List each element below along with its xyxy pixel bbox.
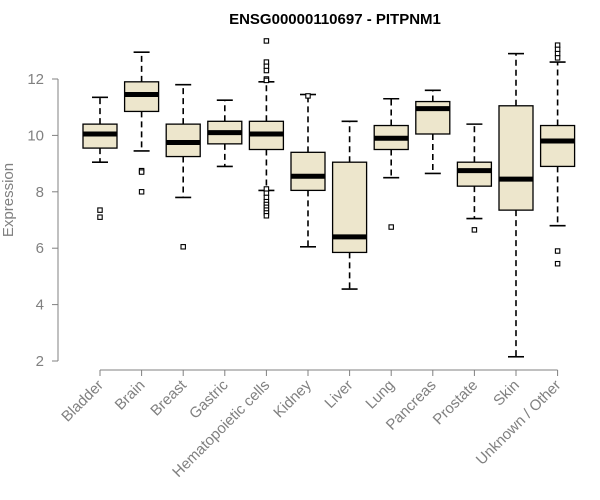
y-tick-label: 8: [36, 184, 44, 201]
outlier-point: [138, 189, 145, 195]
box-breast: [165, 83, 201, 250]
boxes-group: [82, 38, 576, 358]
box-lung: [373, 97, 409, 230]
x-tick-label: Kidney: [270, 376, 315, 421]
box-rect: [290, 151, 326, 192]
outlier-point: [554, 248, 561, 254]
outlier-point: [263, 67, 270, 74]
outlier-point: [180, 244, 186, 250]
outlier-point: [471, 227, 478, 233]
outlier-point: [388, 224, 394, 230]
x-tick-label: Breast: [147, 376, 190, 419]
box-unknown-other: [539, 42, 576, 267]
y-tick-label: 4: [36, 297, 44, 314]
box-prostate: [456, 123, 493, 233]
box-pancreas: [415, 89, 451, 175]
outlier-point: [305, 93, 311, 99]
x-tick-label: Skin: [490, 377, 523, 410]
box-kidney: [290, 93, 326, 248]
outlier-point: [263, 213, 270, 219]
box-liver: [331, 120, 368, 290]
x-tick-label: Prostate: [430, 377, 482, 429]
box-rect: [456, 161, 493, 187]
y-axis-label: Expression: [0, 163, 17, 237]
box-rect: [498, 105, 534, 211]
outlier-point: [263, 77, 270, 84]
outlier-point: [263, 38, 270, 44]
x-tick-label: Bladder: [58, 377, 107, 426]
box-brain: [123, 51, 160, 195]
outlier-point: [138, 169, 145, 175]
y-tick-label: 6: [36, 240, 44, 257]
box-rect: [539, 124, 576, 168]
y-tick-label: 12: [27, 71, 44, 88]
x-tick-label: Brain: [112, 377, 149, 414]
chart-title: ENSG00000110697 - PITPNM1: [229, 11, 441, 28]
box-bladder: [82, 96, 118, 220]
y-tick-label: 10: [27, 127, 44, 144]
outlier-point: [554, 260, 561, 267]
x-tick-label: Liver: [321, 377, 356, 412]
y-axis: 2 4 6 8 10 12: [27, 71, 59, 370]
box-hematopoietic-cells: [248, 38, 285, 219]
x-tick-label: Lung: [362, 377, 398, 413]
outlier-point: [97, 214, 103, 220]
outlier-point: [97, 207, 103, 213]
box-skin: [498, 52, 534, 358]
outlier-point: [554, 55, 561, 61]
y-tick-label: 2: [36, 353, 44, 370]
box-gastric: [207, 99, 243, 168]
